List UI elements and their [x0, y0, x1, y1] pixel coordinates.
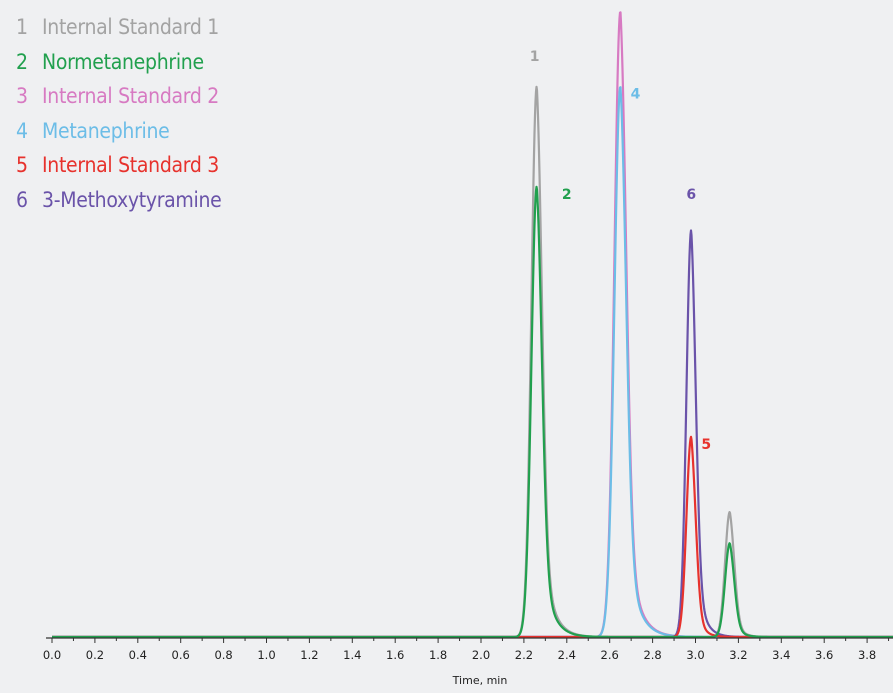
x-tick-label: 1.4	[343, 648, 361, 662]
x-tick-label: 3.8	[858, 648, 876, 662]
x-tick-label: 3.0	[686, 648, 704, 662]
x-tick-label: 0.0	[43, 648, 61, 662]
peak-label-2: 2	[562, 187, 572, 203]
series-line-6	[51, 229, 893, 639]
x-tick-label: 1.0	[257, 648, 275, 662]
trace-layer	[51, 11, 893, 639]
legend-number: 4	[16, 118, 28, 143]
x-tick-label: 2.2	[515, 648, 533, 662]
legend-label: Internal Standard 1	[42, 15, 220, 39]
legend-item-4: 4 Metanephrine	[16, 114, 222, 149]
legend-number: 2	[16, 49, 28, 74]
legend-label: 3-Methoxytyramine	[42, 187, 222, 212]
x-tick-label: 0.6	[172, 648, 190, 662]
legend-item-1: 1 Internal Standard 1	[16, 10, 222, 45]
legend-item-2: 2 Normetanephrine	[16, 45, 222, 80]
legend-number: 6	[16, 187, 28, 212]
peak-label-4: 4	[631, 87, 641, 103]
legend-number: 5	[16, 153, 28, 177]
legend-label: Normetanephrine	[42, 49, 204, 74]
peak-label-3: 3	[631, 0, 641, 2]
peak-labels: 1 2 3 4 5 6	[530, 0, 711, 453]
legend-label: Metanephrine	[42, 118, 170, 143]
x-tick-label: 0.8	[214, 648, 232, 662]
x-tick-label: 2.6	[601, 648, 619, 662]
legend-label: Internal Standard 2	[42, 84, 220, 108]
x-tick-label: 1.2	[300, 648, 318, 662]
legend-item-3: 3 Internal Standard 2	[16, 79, 222, 114]
legend-number: 1	[16, 15, 28, 39]
x-tick-label: 1.8	[429, 648, 447, 662]
peak-label-5: 5	[701, 437, 711, 453]
x-tick-label: 0.4	[129, 648, 147, 662]
legend-number: 3	[16, 84, 28, 108]
x-axis-ticks: 0.0 0.2 0.4 0.6 0.8 1.0 1.2 1.4 1.6 1.8 2.0 2.2 2.4 2…	[43, 638, 890, 662]
x-tick-label: 2.0	[472, 648, 490, 662]
x-axis-title: Time, min	[452, 674, 508, 687]
x-tick-label: 3.6	[815, 648, 833, 662]
x-tick-label: 3.2	[729, 648, 747, 662]
peak-label-1: 1	[530, 49, 540, 65]
x-tick-label: 2.4	[558, 648, 576, 662]
x-axis: 0.0 0.2 0.4 0.6 0.8 1.0 1.2 1.4 1.6 1.8 2.0 2.2 2.4 2…	[43, 637, 893, 662]
legend-item-6: 6 3-Methoxytyramine	[16, 183, 222, 218]
series-line-2	[51, 185, 893, 639]
peak-label-6: 6	[686, 187, 696, 203]
x-tick-label: 1.6	[386, 648, 404, 662]
x-tick-label: 2.8	[643, 648, 661, 662]
series-line-5	[51, 435, 893, 639]
legend-label: Internal Standard 3	[42, 153, 220, 177]
x-tick-label: 3.4	[772, 648, 790, 662]
legend-item-5: 5 Internal Standard 3	[16, 148, 222, 183]
x-tick-label: 0.2	[86, 648, 104, 662]
